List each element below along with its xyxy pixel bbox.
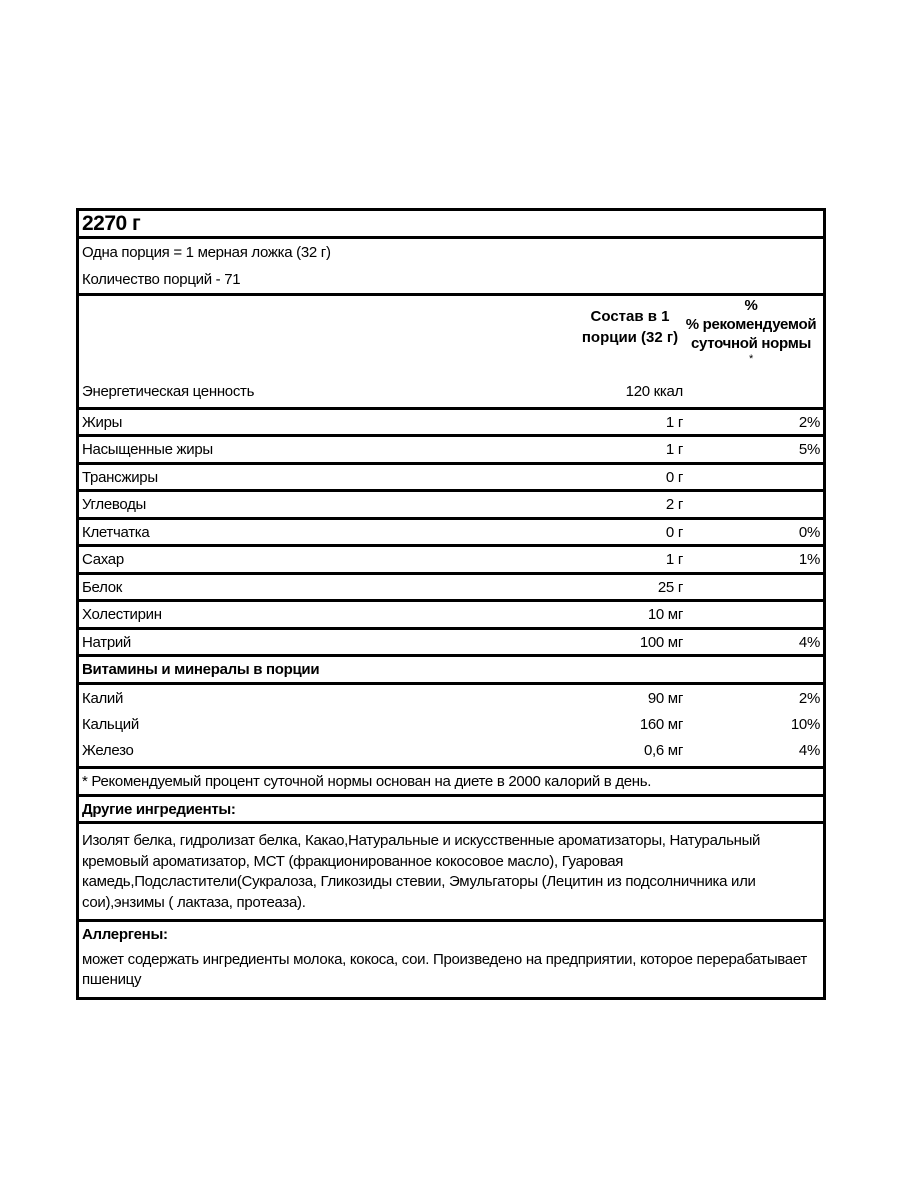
nutrient-amount: 0 г — [665, 468, 683, 486]
nutrient-name: Клетчатка — [82, 523, 150, 541]
allergens-section: Аллергены: может содержать ингредиенты м… — [79, 919, 823, 997]
nutrient-daily-value: 2% — [798, 413, 820, 431]
nutrient-name: Углеводы — [82, 496, 147, 513]
nutrient-daily-value: 1% — [798, 551, 820, 568]
vitamins-list: Калий 90 мг 2% Кальций 160 мг 10% Железо 0,6 мг… — [79, 681, 823, 767]
nutrient-name: Натрий — [82, 633, 132, 651]
nutrient-daily-value: 0% — [798, 523, 820, 541]
nutrient-row: Энергетическая ценность 120 ккал — [79, 379, 823, 407]
nutrient-amount: 1 г — [665, 551, 683, 568]
servings-count: Количество порций - 71 — [82, 271, 241, 288]
nutrient-daily-value: 5% — [798, 441, 820, 458]
vitamin-name: Железо — [82, 742, 134, 760]
nutrient-name: Трансжиры — [82, 468, 158, 486]
vitamin-daily-value: 4% — [798, 742, 820, 760]
vitamin-row: Железо 0,6 мг 4% — [79, 738, 823, 764]
dv-header-text: % рекомендуемой суточной нормы — [685, 316, 817, 352]
nutrient-row: Насыщенные жиры 1 г 5% — [79, 434, 823, 462]
nutrient-row: Белок 25 г — [79, 571, 823, 600]
vitamin-amount: 160 мг — [639, 715, 683, 733]
package-weight: 2270 г — [82, 212, 141, 235]
vitamin-daily-value: 2% — [798, 689, 820, 707]
ingredients-text: Изолят белка, гидролизат белка, Какао,На… — [79, 821, 823, 919]
nutrient-amount: 10 мг — [647, 606, 683, 623]
dv-header-asterisk: * — [749, 353, 753, 365]
nutrient-daily-value: 4% — [798, 633, 820, 651]
serving-info: Одна порция = 1 мерная ложка (32 г) Коли… — [79, 236, 823, 293]
nutrient-amount: 25 г — [657, 578, 683, 596]
vitamin-name: Калий — [82, 689, 124, 707]
amount-column-header: Состав в 1 порции (32 г) — [581, 308, 679, 346]
daily-value-column-header: % % рекомендуемой суточной нормы * — [681, 296, 821, 365]
nutrient-name: Белок — [82, 578, 123, 596]
vitamin-row: Калий 90 мг 2% — [79, 686, 823, 712]
nutrient-name: Холестирин — [82, 606, 162, 623]
nutrient-amount: 2 г — [665, 496, 683, 513]
nutrient-row: Клетчатка 0 г 0% — [79, 516, 823, 545]
vitamin-daily-value: 10% — [790, 715, 820, 733]
nutrient-row: Жиры 1 г 2% — [79, 406, 823, 435]
vitamin-name: Кальций — [82, 715, 139, 733]
dv-percent-sign: % — [744, 297, 758, 314]
nutrient-name: Энергетическая ценность — [82, 383, 255, 400]
serving-size: Одна порция = 1 мерная ложка (32 г) — [82, 244, 331, 261]
vitamins-heading: Витамины и минералы в порции — [79, 654, 823, 682]
nutrition-facts-table: 2270 г Одна порция = 1 мерная ложка (32 … — [76, 208, 826, 1000]
nutrient-row: Сахар 1 г 1% — [79, 544, 823, 572]
vitamin-row: Кальций 160 мг 10% — [79, 712, 823, 738]
nutrient-amount: 100 мг — [639, 633, 683, 651]
nutrient-name: Насыщенные жиры — [82, 441, 213, 458]
vitamin-amount: 0,6 мг — [643, 742, 683, 760]
nutrient-amount: 0 г — [665, 523, 683, 541]
nutrient-name: Жиры — [82, 413, 123, 431]
nutrient-amount: 1 г — [665, 413, 683, 431]
nutrient-row: Углеводы 2 г — [79, 489, 823, 517]
nutrient-row: Холестирин 10 мг — [79, 599, 823, 627]
allergens-text: может содержать ингредиенты молока, коко… — [82, 950, 807, 989]
nutrient-row: Трансжиры 0 г — [79, 461, 823, 490]
nutrient-row: Натрий 100 мг 4% — [79, 626, 823, 655]
ingredients-heading: Другие ингредиенты: — [79, 793, 823, 822]
nutrient-amount: 120 ккал — [625, 383, 684, 400]
allergens-heading: Аллергены: — [82, 926, 168, 944]
nutrient-amount: 1 г — [665, 441, 683, 458]
column-headers: Состав в 1 порции (32 г) % % рекомендуем… — [79, 293, 823, 379]
nutrient-name: Сахар — [82, 551, 124, 568]
footnote: * Рекомендуемый процент суточной нормы о… — [79, 766, 823, 794]
vitamin-amount: 90 мг — [647, 689, 683, 707]
